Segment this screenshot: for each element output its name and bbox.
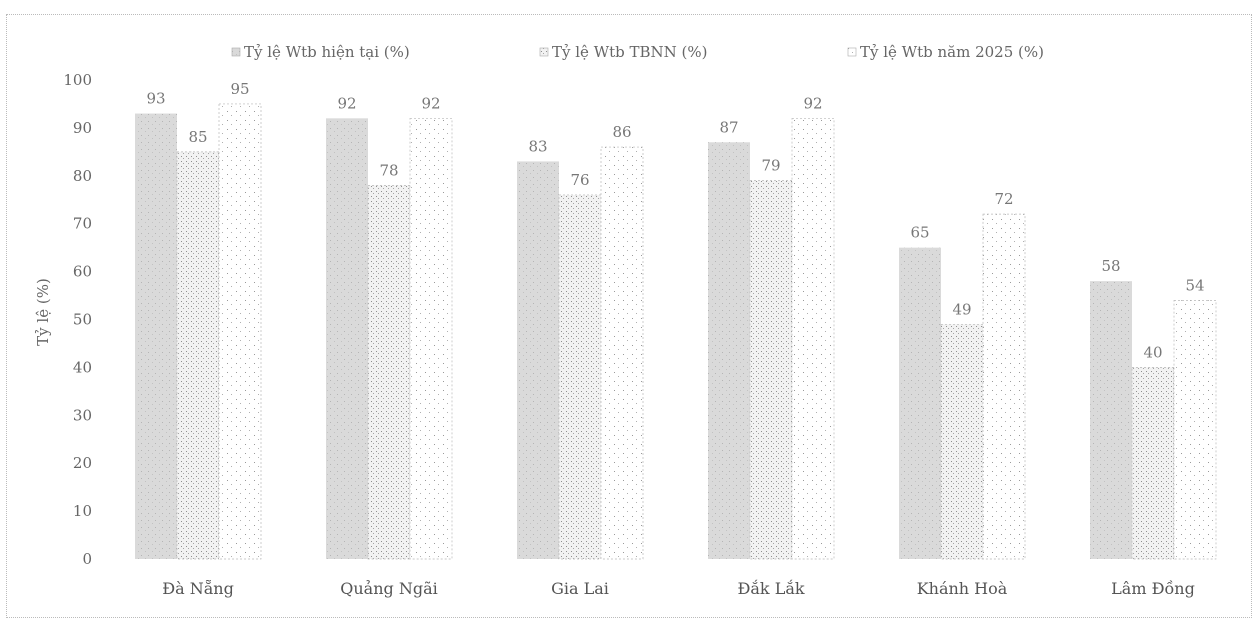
x-axis: Đà Nẵng Quảng Ngãi Gia Lai Đắk Lắk Khánh Hoà…	[162, 579, 1195, 598]
legend-swatch	[539, 47, 549, 57]
bar	[1131, 367, 1175, 560]
bar	[409, 117, 453, 560]
y-tick-label: 60	[73, 263, 92, 281]
data-label: 78	[379, 161, 398, 179]
y-tick-label: 80	[73, 167, 92, 185]
x-tick-label: Gia Lai	[551, 579, 609, 598]
data-label: 87	[719, 118, 738, 136]
bar	[708, 142, 750, 559]
x-tick-label: Khánh Hoà	[917, 579, 1008, 598]
data-label: 79	[761, 157, 780, 175]
data-label: 58	[1101, 257, 1120, 275]
y-tick-label: 0	[82, 550, 92, 568]
data-label: 83	[528, 137, 547, 155]
bar	[558, 194, 602, 560]
legend: Tỷ lệ Wtb hiện tại (%) Tỷ lệ Wtb TBNN (%)…	[231, 43, 1044, 61]
bar	[135, 113, 177, 559]
legend-label: Tỷ lệ Wtb TBNN (%)	[552, 43, 708, 61]
data-label: 76	[570, 171, 589, 189]
data-label: 95	[230, 80, 249, 98]
y-tick-label: 70	[73, 215, 92, 233]
data-label: 85	[188, 128, 207, 146]
data-labels: 93 85 95 92 78 92 83 76 86 87 79 92 65 49 72 58 40 54	[146, 80, 1204, 361]
bar	[1090, 281, 1132, 559]
bar	[218, 103, 262, 560]
data-label: 86	[612, 123, 631, 141]
y-tick-label: 40	[73, 358, 92, 376]
x-tick-label: Lâm Đồng	[1111, 579, 1195, 598]
legend-label: Tỷ lệ Wtb năm 2025 (%)	[860, 43, 1044, 61]
bar	[367, 185, 411, 560]
data-label: 54	[1185, 276, 1204, 294]
data-label: 93	[146, 90, 165, 108]
data-label: 40	[1143, 343, 1162, 361]
legend-swatch	[847, 47, 857, 57]
y-tick-label: 10	[73, 502, 92, 520]
bar	[982, 213, 1026, 560]
y-tick-label: 30	[73, 406, 92, 424]
data-label: 92	[803, 94, 822, 112]
y-tick-label: 100	[63, 71, 92, 89]
y-tick-label: 90	[73, 119, 92, 137]
bar	[517, 161, 559, 559]
data-label: 65	[910, 224, 929, 242]
bars	[135, 103, 1217, 560]
bar	[791, 117, 835, 560]
bar	[749, 180, 793, 560]
data-label: 92	[421, 94, 440, 112]
x-tick-label: Đắk Lắk	[737, 579, 804, 598]
y-axis: 0 10 20 30 40 50 60 70 80 90 100	[63, 71, 92, 568]
y-axis-label: Tỷ lệ (%)	[34, 278, 52, 346]
data-label: 72	[994, 190, 1013, 208]
data-label: 92	[337, 94, 356, 112]
x-tick-label: Quảng Ngãi	[340, 579, 438, 598]
bar	[326, 118, 368, 559]
bar	[899, 247, 941, 559]
bar	[600, 146, 644, 560]
chart-frame	[6, 14, 1252, 618]
bar	[940, 323, 984, 560]
y-tick-label: 50	[73, 311, 92, 329]
y-tick-label: 20	[73, 454, 92, 472]
x-tick-label: Đà Nẵng	[162, 579, 234, 598]
legend-swatch	[231, 47, 241, 57]
bar	[176, 151, 220, 560]
bar	[1173, 299, 1217, 560]
data-label: 49	[952, 300, 971, 318]
legend-label: Tỷ lệ Wtb hiện tại (%)	[244, 43, 410, 61]
